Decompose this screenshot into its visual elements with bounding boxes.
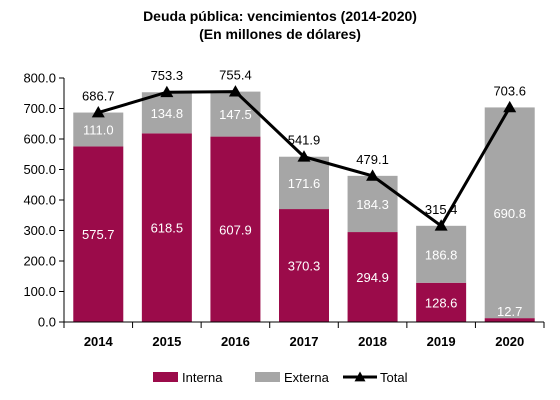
data-label-externa-2016: 147.5 [219, 107, 252, 122]
bar-externa-2020 [484, 107, 535, 319]
y-tick-label: 200.0 [23, 254, 56, 269]
legend-label-interna: Interna [182, 370, 223, 385]
y-tick-label: 400.0 [23, 193, 56, 208]
x-tick-label: 2017 [290, 334, 319, 349]
legend-label-externa: Externa [284, 370, 330, 385]
y-tick-label: 0.0 [38, 315, 56, 330]
legend-swatch-total-marker [354, 371, 366, 382]
data-label-externa-2019: 186.8 [425, 247, 458, 262]
data-label-total-2016: 755.4 [219, 68, 252, 83]
y-tick-label: 100.0 [23, 284, 56, 299]
y-tick-label: 600.0 [23, 132, 56, 147]
bar-interna-2019 [416, 282, 467, 322]
legend: Interna Externa Total [153, 370, 408, 385]
bar-interna-2018 [347, 232, 398, 322]
data-label-total-2019: 315.4 [425, 202, 458, 217]
y-tick-label: 800.0 [23, 71, 56, 86]
data-label-externa-2018: 184.3 [356, 197, 389, 212]
chart-title: Deuda pública: vencimientos (2014-2020) [143, 8, 417, 24]
data-label-externa-2014: 111.0 [83, 122, 114, 137]
bar-interna-2014 [73, 146, 124, 322]
data-label-interna-2015: 618.5 [151, 221, 184, 236]
data-label-total-2018: 479.1 [356, 152, 389, 167]
bar-interna-2015 [141, 133, 192, 322]
x-tick-label: 2019 [427, 334, 456, 349]
data-label-total-2020: 703.6 [493, 83, 526, 98]
total-marker-2016 [228, 85, 242, 97]
data-label-total-2015: 753.3 [151, 68, 184, 83]
x-tick-label: 2020 [495, 334, 524, 349]
legend-label-total: Total [380, 370, 408, 385]
y-tick-label: 300.0 [23, 223, 56, 238]
bar-externa-2019 [416, 225, 467, 283]
y-tick-label: 500.0 [23, 162, 56, 177]
data-label-total-2014: 686.7 [82, 89, 115, 104]
total-marker-2015 [160, 85, 174, 98]
total-marker-2017 [297, 150, 311, 162]
x-tick-label: 2015 [152, 334, 181, 349]
data-label-interna-2017: 370.3 [288, 259, 321, 274]
bar-interna-2020 [484, 318, 535, 322]
bar-externa-2015 [141, 92, 192, 134]
bar-externa-2018 [347, 175, 398, 233]
total-marker-2014 [91, 106, 105, 118]
bar-externa-2017 [279, 156, 329, 210]
x-tick-label: 2018 [358, 334, 387, 349]
bar-interna-2017 [279, 209, 329, 322]
data-label-interna-2016: 607.9 [219, 222, 252, 237]
data-label-externa-2015: 134.8 [151, 106, 184, 121]
plot-area: 0.0 100.0 200.0 300.0 400.0 500.0 600.0 700.0 80… [23, 68, 545, 349]
bar-externa-2014 [73, 112, 124, 147]
bar-interna-2016 [210, 136, 261, 322]
legend-swatch-interna [153, 372, 178, 382]
x-tick-label: 2014 [84, 334, 114, 349]
data-label-interna-2014: 575.7 [82, 227, 115, 242]
data-label-interna-2020: 12.7 [497, 304, 522, 319]
x-tick-label: 2016 [221, 334, 250, 349]
chart-subtitle: (En millones de dólares) [199, 26, 361, 42]
data-label-interna-2019: 128.6 [425, 295, 458, 310]
y-tick-label: 700.0 [23, 101, 56, 116]
legend-swatch-externa [255, 372, 280, 382]
total-marker-2020 [503, 100, 517, 113]
data-label-externa-2020: 690.8 [493, 206, 526, 221]
data-label-interna-2018: 294.9 [356, 270, 389, 285]
total-marker-2019 [434, 219, 448, 231]
total-marker-2018 [366, 169, 380, 181]
bar-externa-2016 [210, 91, 261, 137]
data-label-externa-2017: 171.6 [288, 176, 321, 191]
data-label-total-2017: 541.9 [288, 133, 321, 148]
